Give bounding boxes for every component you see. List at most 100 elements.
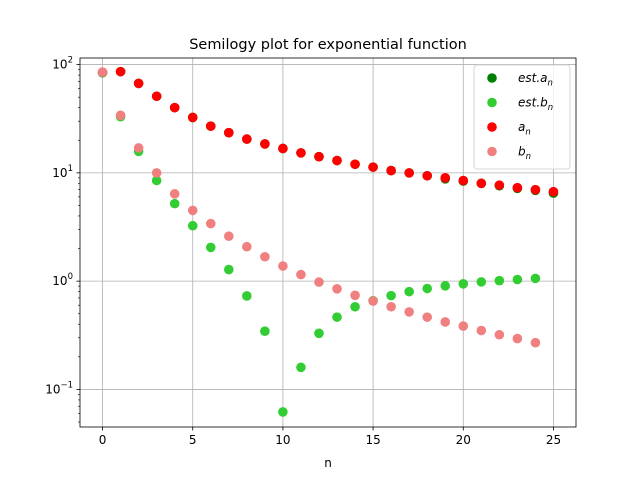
data-point	[386, 165, 396, 176]
data-point	[476, 178, 487, 189]
data-point	[205, 121, 216, 131]
data-point	[404, 168, 414, 178]
data-point	[332, 312, 342, 322]
data-point	[224, 264, 234, 275]
y-tick-label: 101	[52, 164, 73, 180]
data-point	[458, 175, 469, 186]
data-point	[368, 162, 378, 172]
grid-lines	[80, 58, 576, 427]
y-tick-label: 10−1	[45, 380, 73, 396]
x-tick-label: 10	[275, 433, 290, 447]
data-point	[476, 325, 487, 336]
data-point	[368, 296, 378, 306]
data-point	[242, 291, 252, 301]
x-tick-label: 25	[546, 433, 561, 447]
data-point	[169, 102, 180, 113]
data-point	[512, 182, 523, 193]
legend-marker	[487, 122, 497, 132]
x-axis-label: n	[324, 456, 332, 470]
data-point	[386, 301, 396, 312]
legend: est.an est.bn an bn	[473, 64, 571, 170]
data-point	[97, 67, 108, 78]
data-point	[530, 184, 541, 195]
legend-marker	[487, 73, 497, 83]
data-point	[332, 155, 342, 166]
data-point	[530, 273, 541, 284]
data-point	[260, 251, 270, 262]
data-point	[151, 168, 162, 178]
data-point	[512, 333, 523, 344]
data-point	[224, 127, 234, 138]
data-points	[97, 66, 559, 417]
data-point	[314, 328, 324, 339]
axis-ticks: 0 5 10 15 20 25 10−1 100 101 102	[45, 56, 561, 447]
data-point	[187, 112, 198, 123]
data-point	[404, 307, 414, 317]
data-point	[494, 180, 505, 190]
data-point	[296, 362, 306, 373]
data-point	[548, 186, 559, 197]
data-point	[512, 274, 523, 285]
data-point	[260, 139, 270, 149]
legend-label: est.an	[518, 71, 553, 89]
data-point	[151, 91, 162, 102]
data-point	[314, 151, 324, 162]
data-point	[224, 231, 234, 242]
y-tick-label: 102	[52, 56, 73, 72]
data-point	[350, 301, 360, 312]
chart-title: Semilogy plot for exponential function	[189, 37, 467, 53]
x-tick-label: 5	[189, 433, 197, 447]
data-point	[278, 407, 288, 417]
data-point	[350, 290, 360, 301]
y-tick-label: 100	[52, 272, 73, 288]
legend-label: est.bn	[518, 96, 553, 114]
data-point	[133, 78, 144, 89]
data-point	[205, 218, 216, 229]
data-point	[404, 286, 414, 297]
data-point	[530, 337, 541, 348]
data-point	[476, 277, 487, 287]
data-point	[422, 283, 433, 294]
data-point	[296, 269, 306, 280]
series-4	[97, 67, 541, 348]
data-point	[187, 220, 198, 231]
data-point	[422, 170, 433, 181]
data-point	[242, 241, 252, 252]
data-point	[332, 283, 342, 294]
data-point	[440, 281, 451, 291]
x-tick-label: 0	[99, 433, 107, 447]
data-point	[494, 275, 505, 286]
x-tick-label: 20	[456, 433, 471, 447]
data-point	[278, 143, 288, 154]
data-point	[260, 326, 270, 337]
series-3	[97, 66, 559, 197]
legend-marker	[487, 97, 497, 108]
data-point	[205, 242, 216, 253]
legend-label: bn	[518, 145, 531, 163]
data-point	[458, 321, 469, 331]
data-point	[314, 277, 324, 287]
legend-label: an	[518, 120, 531, 138]
data-point	[115, 66, 126, 77]
legend-marker	[487, 146, 497, 157]
data-point	[278, 261, 288, 271]
data-point	[296, 148, 306, 158]
data-point	[350, 159, 360, 170]
data-point	[440, 173, 451, 183]
data-point	[115, 110, 126, 121]
data-point	[458, 279, 469, 289]
data-point	[151, 175, 162, 186]
data-point	[133, 143, 144, 153]
data-point	[494, 329, 505, 340]
data-point	[169, 198, 180, 209]
data-point	[187, 205, 198, 216]
data-point	[169, 189, 180, 199]
data-point	[386, 290, 396, 301]
data-point	[422, 312, 433, 322]
legend-box	[473, 64, 571, 170]
x-tick-label: 15	[365, 433, 380, 447]
plot-area-frame	[79, 57, 577, 428]
data-point	[440, 317, 451, 327]
data-point	[242, 134, 252, 144]
